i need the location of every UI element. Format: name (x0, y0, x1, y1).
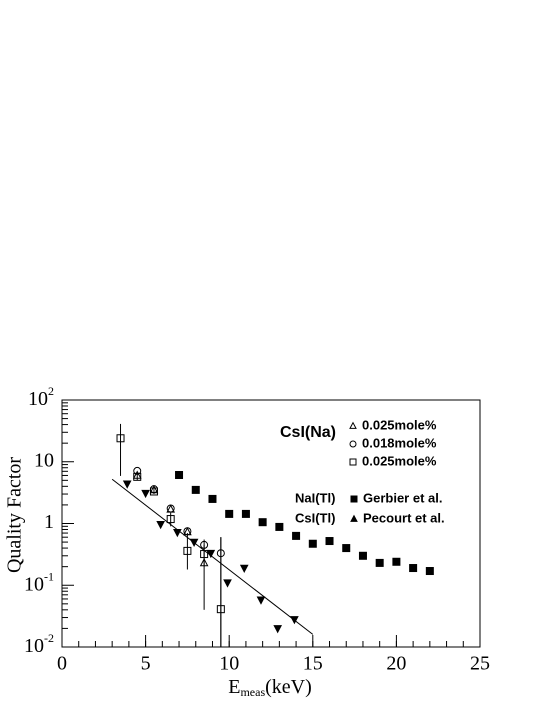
point (175, 471, 184, 480)
point (225, 509, 234, 518)
legend-symbol (349, 440, 357, 448)
legend-label: 0.025mole% (362, 453, 437, 468)
point (141, 489, 150, 499)
point (308, 539, 317, 548)
legend-symbol (350, 495, 358, 503)
point (275, 522, 284, 531)
x-tick-label: 15 (303, 653, 323, 675)
point (116, 434, 125, 443)
point (273, 625, 283, 634)
y-tick-exponent: -2 (44, 631, 54, 645)
legend-symbol (350, 514, 358, 522)
point (166, 504, 175, 513)
y-tick-label: 10-1 (24, 569, 54, 595)
legend-group-label: CsI(Na) (280, 424, 336, 441)
point (156, 521, 165, 530)
point (149, 487, 158, 496)
legend-label: 0.018mole% (362, 435, 437, 450)
point (208, 494, 217, 503)
y-tick-label: 102 (28, 384, 54, 410)
point (392, 557, 401, 566)
point (409, 564, 418, 573)
y-tick-exponent: 2 (48, 384, 54, 398)
x-tick-label: 25 (470, 653, 490, 675)
point (241, 509, 250, 518)
legend-symbol (349, 458, 357, 466)
point (133, 472, 142, 481)
point (256, 596, 266, 605)
point (166, 515, 175, 524)
point (325, 537, 334, 546)
x-label-main: E (228, 676, 240, 698)
legend-symbol (349, 421, 357, 429)
y-tick-label: 10 (34, 449, 54, 471)
x-tick-label: 5 (141, 653, 151, 675)
point (216, 605, 225, 614)
x-tick-label: 20 (386, 653, 406, 675)
x-tick-label: 0 (57, 653, 67, 675)
fit-line (111, 478, 314, 635)
y-tick-exponent: -1 (44, 569, 54, 583)
x-label-suffix: (keV) (265, 676, 312, 698)
legend-label: Gerbier et al. (363, 490, 442, 505)
y-axis-label: Quality Factor (4, 457, 26, 573)
legend-label: 0.025mole% (362, 417, 437, 432)
point (223, 579, 232, 588)
point (122, 480, 132, 489)
point (183, 546, 192, 555)
x-axis-label: Emeas(keV) (228, 676, 312, 699)
x-label-sub: meas (240, 685, 265, 699)
point (342, 544, 351, 553)
point (375, 558, 384, 567)
point (358, 551, 367, 560)
legend-group-label: CsI(Tl) (295, 510, 335, 525)
y-tick-base: 10 (24, 635, 44, 657)
point (191, 485, 200, 494)
y-tick-base: 10 (28, 388, 48, 410)
point (173, 529, 182, 538)
point (292, 531, 301, 540)
legend-label: Pecourt et al. (363, 510, 445, 525)
x-tick-label: 10 (219, 653, 239, 675)
point (239, 564, 249, 573)
legend-group-label: NaI(Tl) (295, 490, 335, 505)
y-tick-label: 1 (44, 511, 54, 533)
y-tick-label: 10-2 (24, 631, 54, 657)
y-tick-base: 10 (24, 573, 44, 595)
point (258, 518, 267, 527)
point (425, 567, 434, 576)
